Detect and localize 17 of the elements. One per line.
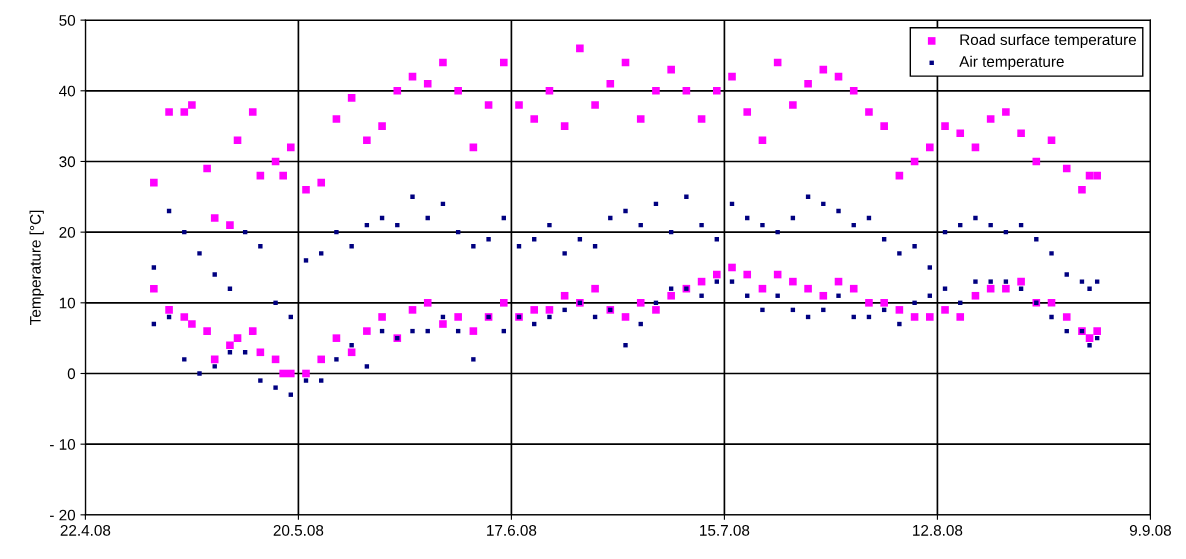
x-tick-label: 20.5.08 [273, 524, 324, 536]
legend-label: Air temperature [959, 55, 1064, 70]
y-tick-label: 50 [59, 14, 76, 26]
legend-label: Road surface temperature [960, 33, 1137, 49]
y-tick-label: - 20 [50, 509, 76, 521]
x-tick-label: 22.4.08 [60, 524, 111, 536]
y-axis-title: Temperature [°C] [29, 210, 44, 325]
x-tick-label: 12.8.08 [913, 524, 963, 536]
x-tick-label: 9.9.08 [1129, 524, 1171, 536]
x-tick-label: 17.6.08 [487, 524, 537, 536]
y-tick-label: 40 [59, 85, 76, 97]
y-tick-label: 30 [59, 156, 76, 168]
y-tick-label: - 10 [50, 439, 76, 450]
y-tick-label: 20 [59, 227, 76, 238]
x-tick-label: 15.7.08 [700, 524, 750, 536]
y-tick-label: 0 [67, 368, 76, 380]
y-tick-label: 10 [59, 297, 76, 309]
